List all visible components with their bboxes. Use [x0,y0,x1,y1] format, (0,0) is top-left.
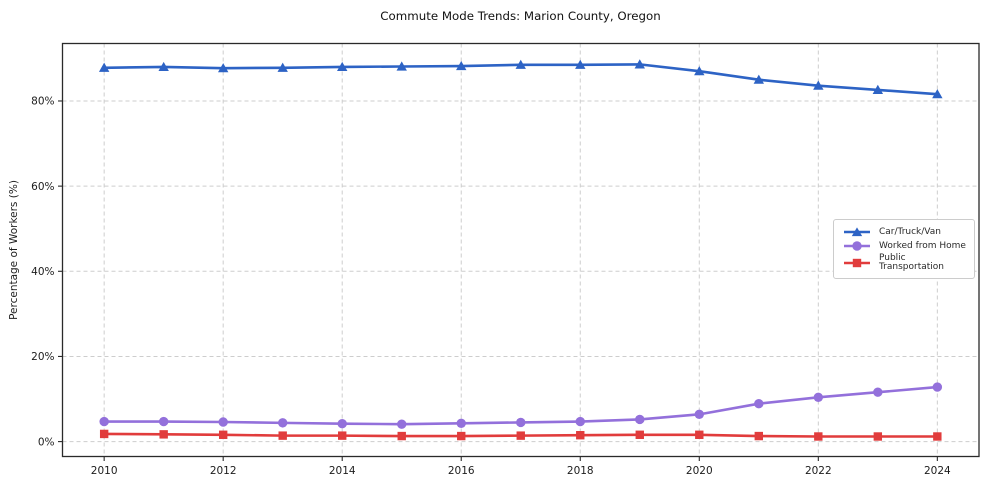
legend-label: Worked from Home [879,240,966,251]
legend: Car/Truck/Van Worked from Home Public Tr… [833,219,975,279]
svg-text:2018: 2018 [567,465,594,477]
svg-text:0%: 0% [38,436,55,448]
legend-item-public-transportation: Public Transportation [842,254,966,272]
svg-text:40%: 40% [31,266,54,278]
series-public-transportation [99,429,942,441]
y-axis-label: Percentage of Workers (%) [8,180,20,320]
svg-text:60%: 60% [31,181,54,193]
triangle-marker-icon [844,227,870,237]
circle-marker-icon [844,241,870,251]
svg-text:2022: 2022 [805,465,832,477]
svg-text:2024: 2024 [924,465,951,477]
chart-title: Commute Mode Trends: Marion County, Oreg… [380,9,661,23]
svg-text:20%: 20% [31,351,54,363]
svg-text:80%: 80% [31,96,54,108]
svg-text:2016: 2016 [448,465,475,477]
legend-label: Car/Truck/Van [879,226,941,237]
svg-text:2014: 2014 [329,465,356,477]
svg-text:2020: 2020 [686,465,713,477]
svg-text:2010: 2010 [91,465,118,477]
svg-text:2012: 2012 [210,465,237,477]
square-marker-icon [844,258,870,268]
legend-item-car-truck-van: Car/Truck/Van [842,226,966,238]
series-worked-from-home [99,382,943,429]
legend-item-worked-from-home: Worked from Home [842,240,966,252]
legend-label: Public Transportation [879,253,944,272]
series-car-truck-van [98,59,943,99]
